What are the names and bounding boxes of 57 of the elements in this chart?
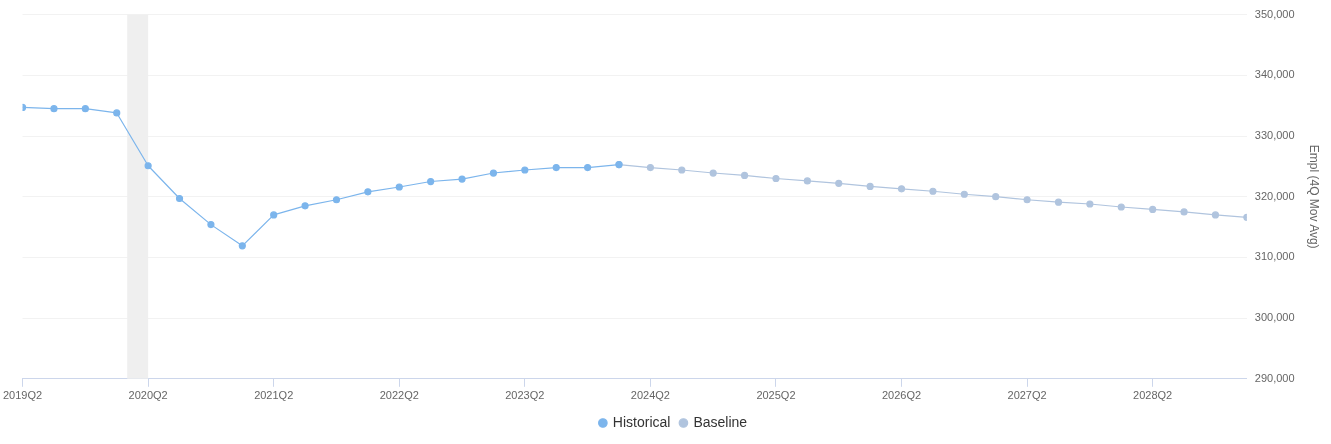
point	[1086, 200, 1094, 208]
point	[897, 185, 906, 193]
point	[1117, 203, 1125, 211]
point	[646, 163, 654, 172]
x-tick-label: 2026Q2	[881, 389, 922, 402]
y-tick-label: 310,000	[1254, 250, 1295, 263]
point	[332, 196, 341, 204]
x-tick-label: 2021Q2	[254, 389, 294, 402]
point	[678, 166, 686, 174]
y-tick-label: 300,000	[1254, 311, 1295, 324]
point	[458, 175, 466, 183]
y-tick-label: 350,000	[1254, 7, 1295, 20]
point	[1149, 205, 1157, 214]
point	[866, 182, 874, 190]
y-axis-title: Empl (4Q Mov Avg)	[1307, 144, 1322, 249]
point	[960, 190, 968, 198]
point	[395, 183, 403, 191]
point	[175, 194, 184, 203]
y-tick-label: 320,000	[1254, 189, 1295, 202]
point	[489, 169, 498, 177]
point	[803, 177, 811, 185]
point	[992, 193, 1000, 201]
x-tick-label: 2025Q2	[756, 389, 796, 402]
legend-label: Historical	[612, 413, 671, 430]
point	[81, 105, 89, 113]
point	[1211, 211, 1220, 219]
point	[835, 179, 843, 187]
point	[1023, 196, 1031, 204]
point	[584, 163, 592, 172]
point	[427, 177, 435, 186]
x-tick-label: 2027Q2	[1007, 389, 1047, 402]
point	[207, 221, 215, 229]
x-tick-label: 2023Q2	[505, 389, 545, 402]
point	[709, 169, 717, 177]
x-tick-label: 2020Q2	[128, 389, 168, 402]
point	[270, 211, 278, 219]
x-tick-label: 2028Q2	[1133, 389, 1173, 402]
y-tick-label: 340,000	[1254, 68, 1295, 81]
point	[772, 174, 780, 183]
point	[1180, 208, 1188, 216]
x-tick-label: 2024Q2	[630, 389, 670, 402]
point	[521, 166, 529, 174]
x-tick-label: 2019Q2	[2, 389, 43, 402]
point	[552, 163, 560, 172]
legend-label: Baseline	[693, 413, 748, 430]
point	[238, 242, 246, 250]
point	[113, 109, 121, 117]
x-tick-label: 2022Q2	[379, 389, 419, 402]
point	[364, 188, 372, 196]
point	[50, 105, 58, 113]
point	[929, 187, 937, 195]
point	[301, 202, 309, 210]
y-tick-label: 330,000	[1254, 129, 1295, 142]
point	[1054, 198, 1063, 206]
point	[144, 162, 152, 170]
y-tick-label: 290,000	[1254, 371, 1295, 384]
point	[740, 171, 749, 180]
